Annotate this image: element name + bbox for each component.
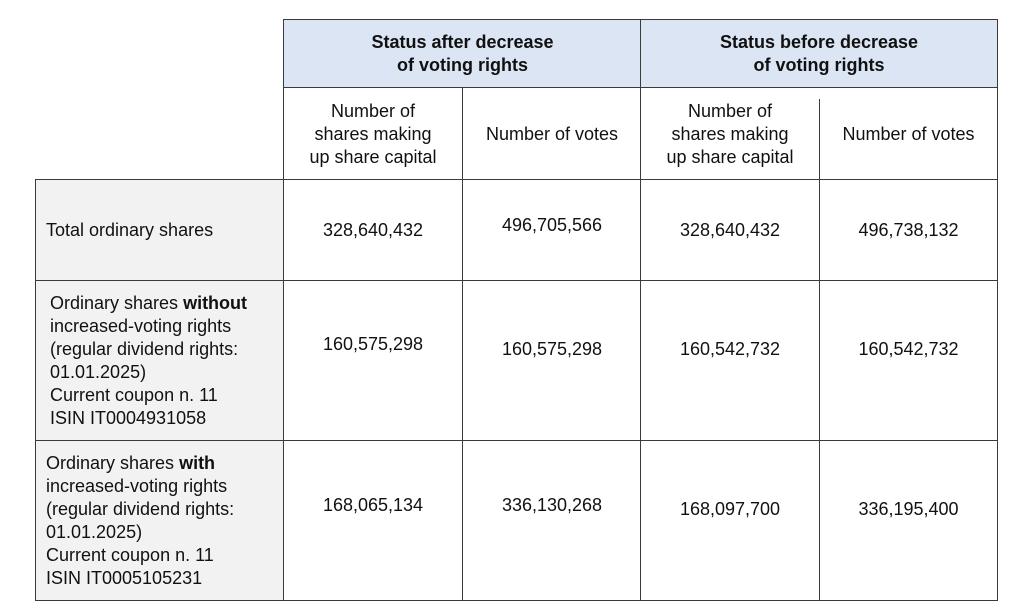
subheader-after-shares-line1: Number of bbox=[330, 100, 416, 121]
header-status-after: Status after decrease of voting rights bbox=[284, 20, 641, 87]
row-total-after-shares: 328,640,432 bbox=[284, 180, 462, 280]
header-status-before: Status before decrease of voting rights bbox=[641, 20, 997, 87]
row-label-total-text: Total ordinary shares bbox=[46, 219, 214, 240]
row-label-with-line2: increased-voting rights bbox=[46, 475, 228, 496]
header-status-after-line2: of voting rights bbox=[397, 54, 528, 75]
row-label-without-line2: increased-voting rights bbox=[50, 315, 232, 336]
row-label-total: Total ordinary shares bbox=[36, 180, 284, 280]
row-with-after-votes-value: 336,130,268 bbox=[501, 494, 603, 515]
subheader-after-shares-line3: up share capital bbox=[309, 146, 437, 167]
row-without-before-shares-value: 160,542,732 bbox=[679, 339, 781, 359]
row-without-before-votes: 160,542,732 bbox=[820, 281, 997, 418]
row-total-before-shares: 328,640,432 bbox=[641, 180, 819, 280]
grid-line-header-bottom bbox=[35, 179, 998, 180]
row-with-after-votes: 336,130,268 bbox=[463, 441, 641, 569]
row-total-after-shares-value: 328,640,432 bbox=[322, 219, 424, 240]
row-label-without-line6: ISIN IT0004931058 bbox=[50, 407, 207, 428]
subheader-after-votes: Number of votes bbox=[463, 88, 641, 180]
grid-line-label-divider bbox=[283, 19, 284, 601]
row-label-with-line6: ISIN IT0005105231 bbox=[46, 567, 203, 588]
row-label-without-line4: 01.01.2025) bbox=[50, 361, 147, 382]
row-total-after-votes: 496,705,566 bbox=[463, 170, 641, 280]
grid-line-after-mid bbox=[462, 87, 463, 601]
row-with-before-shares-value: 168,097,700 bbox=[679, 498, 781, 519]
subheader-after-shares: Number of shares making up share capital bbox=[284, 88, 462, 180]
row-label-with-line3: (regular dividend rights: bbox=[46, 498, 235, 519]
row-label-without: Ordinary shares without increased-voting… bbox=[36, 281, 284, 440]
grid-line-left bbox=[35, 179, 36, 601]
subheader-before-votes: Number of votes bbox=[820, 88, 997, 180]
grid-line-before-mid bbox=[819, 99, 820, 601]
row-label-without-line3: (regular dividend rights: bbox=[50, 338, 239, 359]
grid-line-group-divider bbox=[640, 19, 641, 601]
subheader-before-shares-line1: Number of bbox=[687, 100, 773, 121]
subheader-before-shares: Number of shares making up share capital bbox=[641, 88, 819, 180]
row-label-with: Ordinary shares with increased-voting ri… bbox=[36, 441, 284, 600]
subheader-before-votes-text: Number of votes bbox=[842, 123, 975, 144]
grid-line-row2-bottom bbox=[35, 440, 998, 441]
row-label-with-line1: Ordinary shares with bbox=[46, 452, 216, 473]
grid-line-right bbox=[997, 19, 998, 601]
row-total-after-votes-value: 496,705,566 bbox=[501, 214, 603, 235]
row-total-before-votes: 496,738,132 bbox=[820, 180, 997, 280]
row-with-before-shares: 168,097,700 bbox=[641, 441, 819, 577]
header-status-before-line1: Status before decrease bbox=[719, 31, 919, 52]
row-total-before-shares-value: 328,640,432 bbox=[679, 219, 781, 240]
row-with-before-votes: 336,195,400 bbox=[820, 441, 997, 577]
row-without-after-shares: 160,575,298 bbox=[284, 281, 462, 407]
row-label-without-line1: Ordinary shares without bbox=[50, 292, 248, 313]
grid-line-bottom bbox=[35, 600, 998, 601]
row-without-after-votes: 160,575,298 bbox=[463, 281, 641, 418]
header-status-after-line1: Status after decrease bbox=[371, 31, 554, 52]
row-label-with-line5: Current coupon n. 11 bbox=[46, 544, 214, 565]
row-total-before-votes-value: 496,738,132 bbox=[858, 219, 959, 240]
row-with-after-shares: 168,065,134 bbox=[284, 441, 462, 569]
header-status-before-line2: of voting rights bbox=[753, 54, 885, 75]
row-with-after-shares-value: 168,065,134 bbox=[322, 494, 424, 515]
row-label-without-line5: Current coupon n. 11 bbox=[50, 384, 218, 405]
row-without-before-votes-value: 160,542,732 bbox=[858, 339, 959, 359]
subheader-after-shares-line2: shares making bbox=[314, 123, 432, 144]
subheader-before-shares-line2: shares making bbox=[671, 123, 789, 144]
row-with-before-votes-value: 336,195,400 bbox=[858, 498, 959, 519]
subheader-before-shares-line3: up share capital bbox=[666, 146, 794, 167]
grid-line-row1-bottom bbox=[35, 280, 998, 281]
row-label-with-line4: 01.01.2025) bbox=[46, 521, 143, 542]
row-without-before-shares: 160,542,732 bbox=[641, 281, 819, 418]
row-without-after-shares-value: 160,575,298 bbox=[322, 333, 424, 354]
subheader-after-votes-text: Number of votes bbox=[485, 123, 619, 144]
row-without-after-votes-value: 160,575,298 bbox=[501, 339, 603, 359]
